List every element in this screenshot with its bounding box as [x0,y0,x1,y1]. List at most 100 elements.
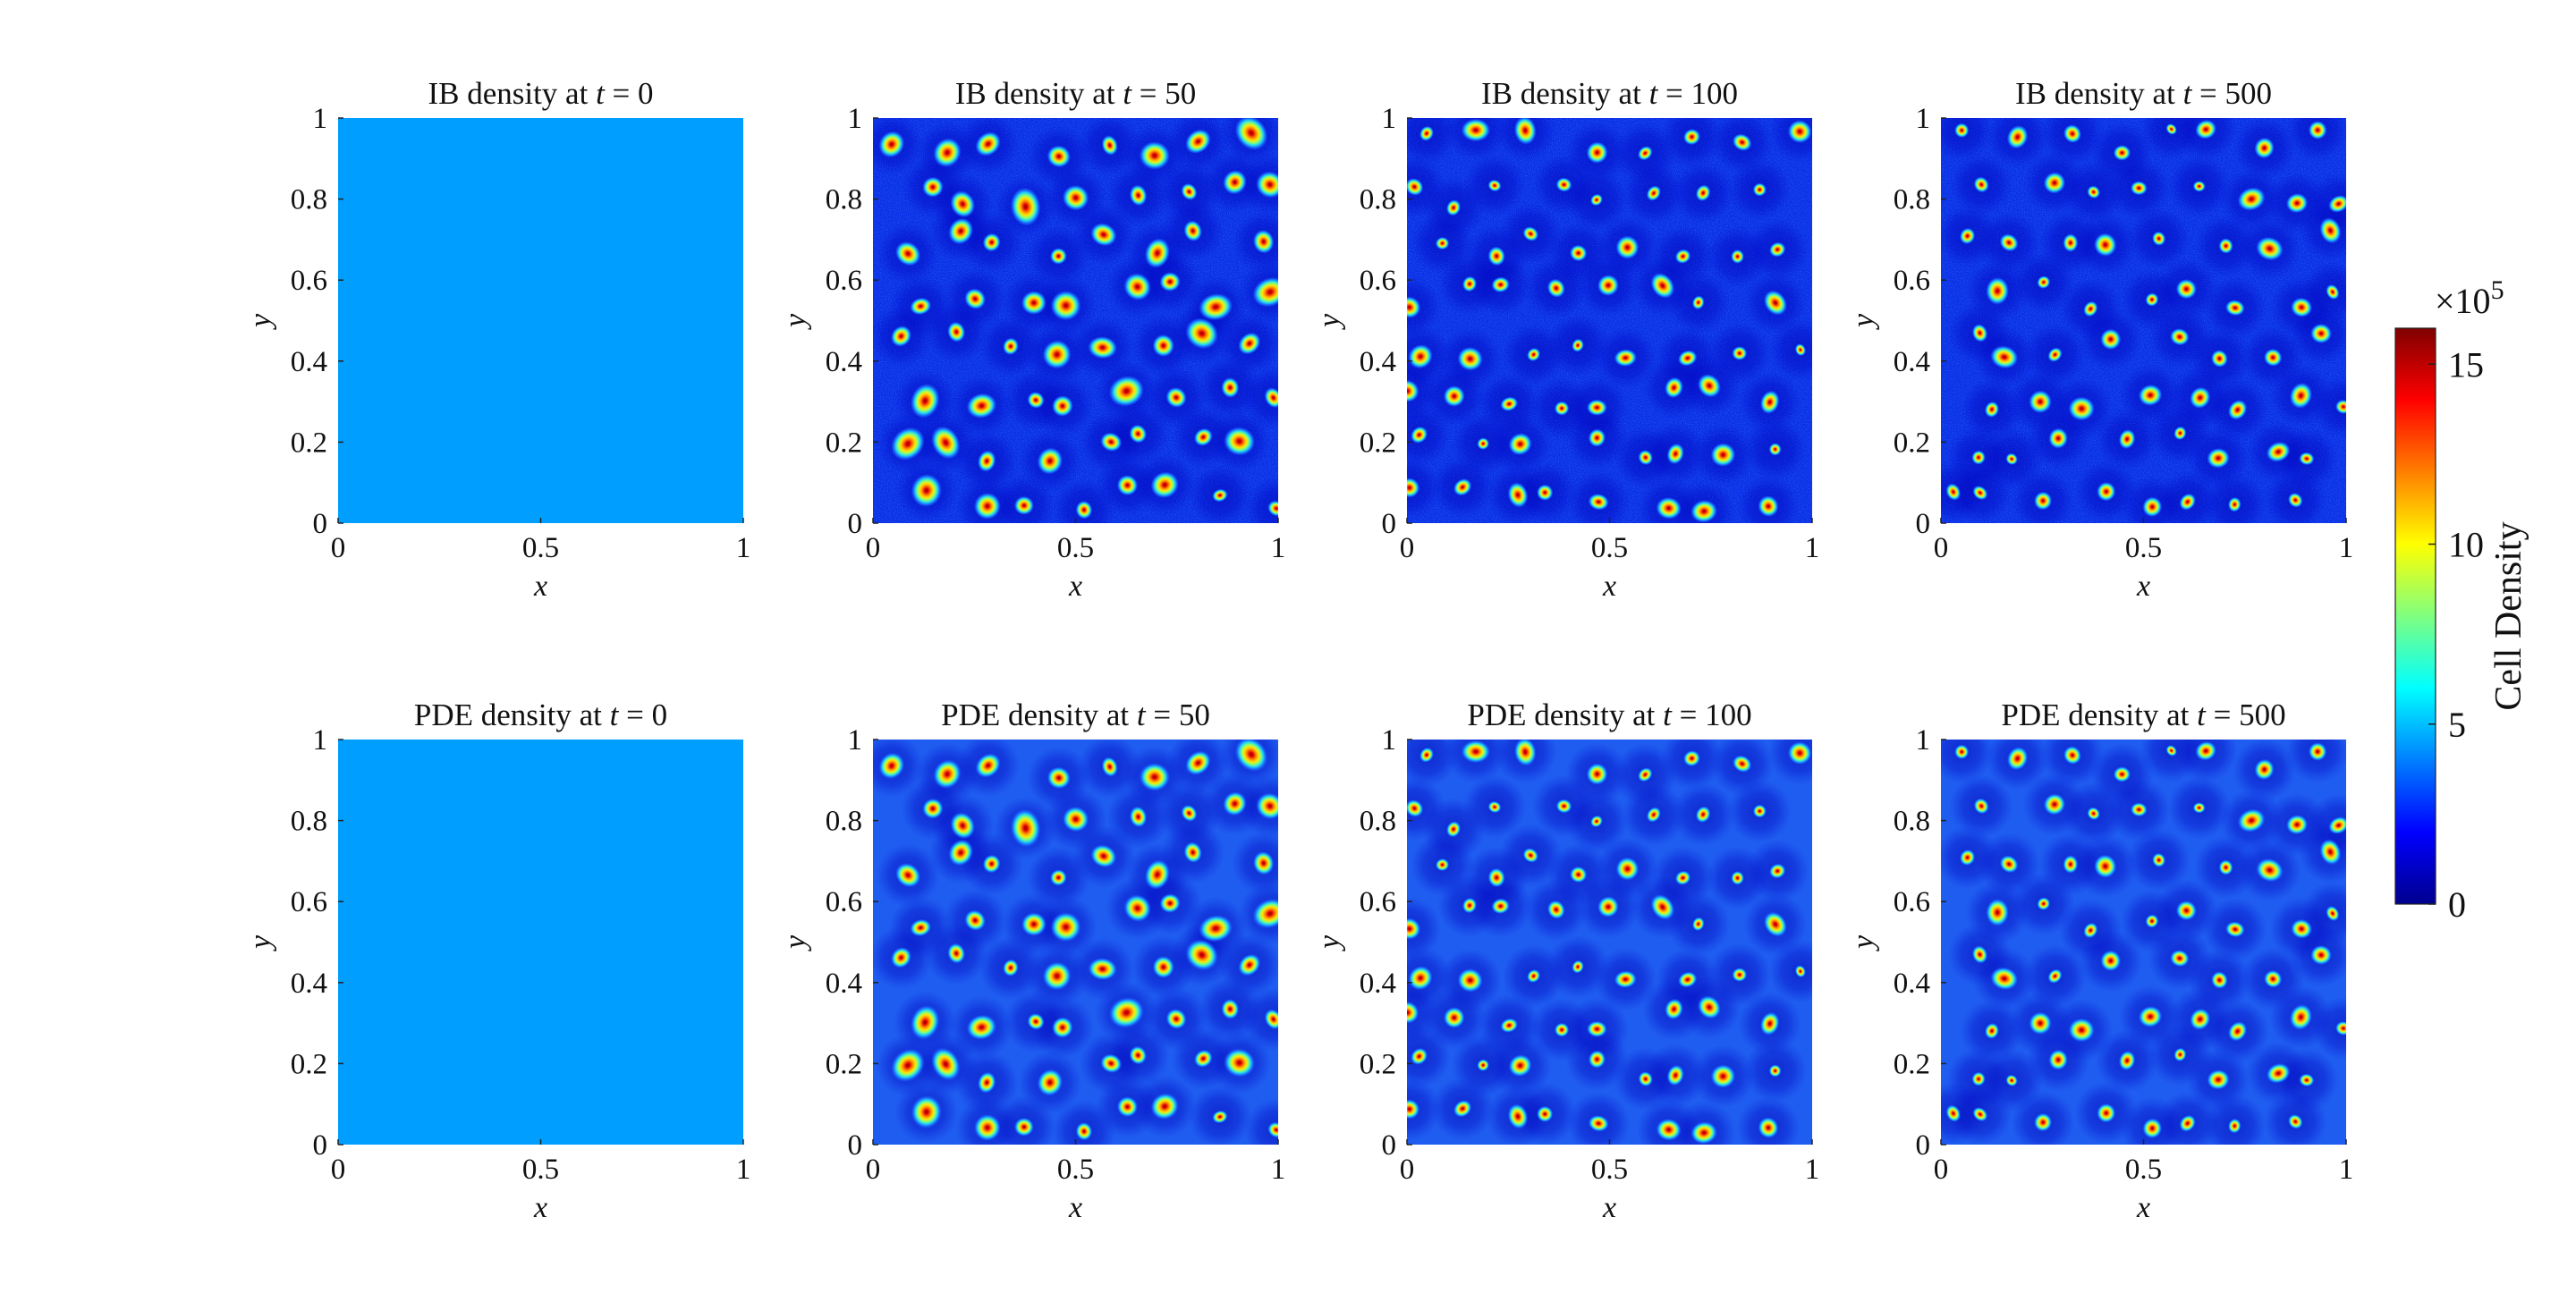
cell-aggregate [1223,170,1247,195]
cell-aggregate [1477,437,1489,450]
cell-aggregate [1507,482,1529,508]
cell-aggregate [1570,244,1588,262]
cell-aggregate [910,297,932,316]
cell-aggregate [978,450,996,472]
y-axis-label: y [779,313,812,330]
panel-ib-1: IB density at t = 50 0 0.5 1 0 0.2 0.4 0.6 0.8 1 x… [779,76,1285,603]
cell-aggregate [2113,145,2131,161]
cell-aggregate [1129,184,1148,207]
cell-aggregate [2308,742,2327,761]
y-tick-label: 0.6 [826,265,862,297]
cell-aggregate [1760,390,1780,414]
cell-aggregate [1407,1001,1419,1024]
cell-aggregate [891,1048,925,1082]
y-tick-label: 0.4 [1894,346,1930,378]
y-tick-label: 0.2 [1894,427,1930,459]
cell-aggregate [2130,181,2148,196]
cell-aggregate [931,1047,961,1081]
panel-title: IB density at t = 500 [2015,76,2272,111]
cell-aggregate [1407,478,1420,498]
cell-aggregate [1407,1099,1420,1120]
cell-aggregate [974,1114,1001,1141]
cell-aggregate [1587,399,1607,416]
cell-aggregate [1665,998,1683,1020]
cell-aggregate [1986,277,2009,305]
cell-aggregate [1513,740,1537,766]
panel-title: PDE density at t = 0 [414,698,667,732]
cell-aggregate [1129,806,1148,828]
cell-aggregate [1733,133,1752,151]
cell-aggregate [2083,300,2098,317]
cell-aggregate [1500,1018,1519,1033]
cell-aggregate [1129,424,1147,444]
cell-aggregate [1088,958,1117,981]
cell-aggregate [2237,808,2266,833]
y-tick-label: 0.6 [291,886,327,918]
cell-aggregate [1656,497,1682,520]
cell-aggregate [1513,118,1537,145]
x-axis-label: x [1602,570,1616,603]
cell-aggregate [922,798,944,819]
cell-aggregate [1678,971,1698,988]
cell-aggregate [2195,740,2216,761]
cell-aggregate [895,863,921,888]
y-tick-label: 0.6 [1894,265,1930,297]
cell-aggregate [2207,448,2230,469]
cell-aggregate [2170,328,2190,346]
cell-aggregate [1234,118,1268,150]
x-axis-label: x [2136,1191,2150,1224]
cell-aggregate [1185,317,1218,350]
cell-aggregate [2094,854,2117,878]
cell-aggregate [1253,850,1275,875]
cell-aggregate [2218,238,2233,254]
y-axis-label: y [244,934,277,951]
colorbar-tick-label: 0 [2448,884,2466,925]
cell-aggregate [2005,1074,2018,1086]
cell-aggregate [1014,1117,1034,1137]
cell-aggregate [948,839,973,867]
cell-aggregate [2152,852,2166,867]
y-axis-label: y [1313,313,1346,330]
x-tick-label: 1 [736,532,751,564]
cell-aggregate [2326,906,2340,922]
y-tick-label: 0.4 [826,968,862,1000]
cell-aggregate [1050,248,1067,265]
colorbar-multiplier: ×105 [2435,275,2504,321]
cell-aggregate [1666,1064,1684,1086]
cell-aggregate [2254,137,2275,159]
cell-aggregate [1508,1054,1532,1077]
cell-aggregate [1101,135,1118,156]
cell-aggregate [2174,1047,2187,1062]
y-tick-label: 0.6 [1894,886,1930,918]
cell-aggregate [2094,232,2117,257]
cell-aggregate [1732,968,1748,982]
cell-aggregate [2118,429,2136,449]
cell-aggregate [1758,1117,1779,1138]
cell-aggregate [2043,172,2066,194]
x-tick-label: 0 [1400,1154,1415,1186]
cell-aggregate [948,217,973,245]
y-tick-label: 0.4 [291,346,327,378]
x-tick-label: 0.5 [1057,1154,1094,1186]
cell-aggregate [933,759,962,789]
cell-aggregate [1695,806,1711,823]
cell-aggregate [1971,450,1986,465]
cell-aggregate [1042,340,1072,369]
cell-aggregate [1973,798,1989,815]
cell-aggregate [1435,858,1450,872]
cell-aggregate [1453,1100,1472,1118]
cell-aggregate [1587,1020,1607,1037]
panel-title: IB density at t = 100 [1481,76,1738,111]
depletion-halo [2174,118,2238,161]
cell-aggregate [1984,1022,1999,1039]
x-tick-label: 1 [736,1154,751,1186]
y-tick-label: 0.8 [1894,184,1930,216]
cell-aggregate [1698,995,1721,1019]
cell-aggregate [1407,917,1421,940]
cell-aggregate [2097,1103,2116,1123]
cell-aggregate [1555,177,1572,192]
cell-aggregate [2142,1118,2163,1139]
heatmap-field [1941,118,2346,523]
cell-aggregate [1144,238,1170,268]
cell-aggregate [1116,1096,1139,1118]
